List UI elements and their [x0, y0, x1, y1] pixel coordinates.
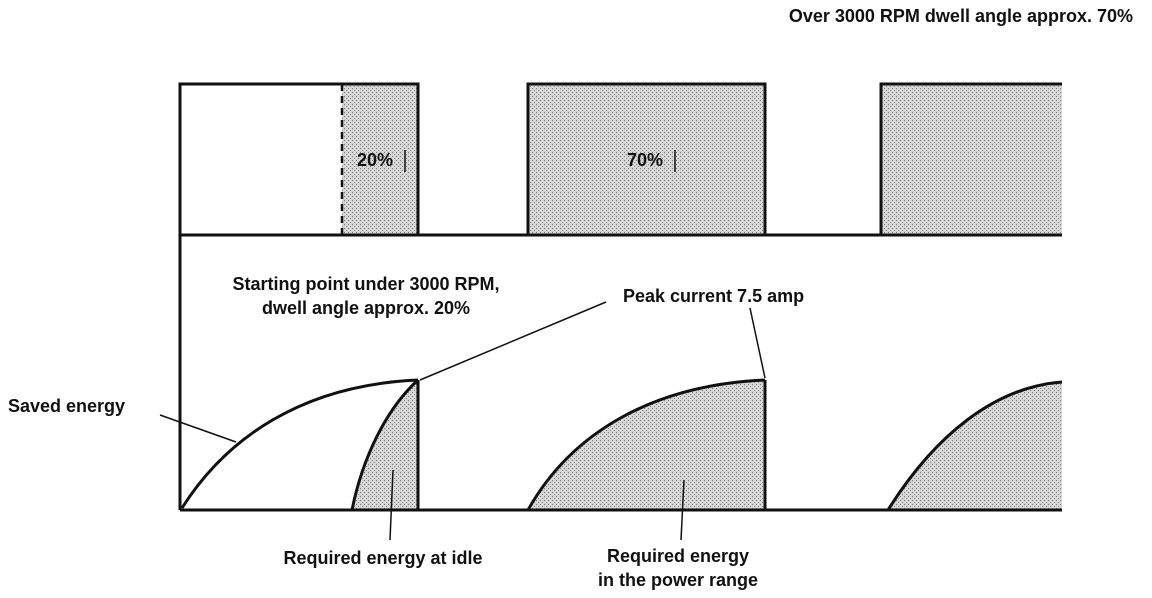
dwell-pulse-train: 20% 70% [178, 82, 1062, 237]
leader-peak-current-1 [419, 301, 607, 381]
leader-saved-energy [159, 414, 237, 443]
leader-peak-current-2 [749, 307, 766, 379]
pct-70-label: 70% [627, 150, 663, 170]
power-energy-area-1 [528, 380, 765, 510]
saved-energy-curve [180, 378, 419, 509]
leader-required-idle [389, 469, 394, 541]
starting-point-line1: Starting point under 3000 RPM, [232, 274, 499, 294]
dwell-block-70a [528, 84, 765, 235]
saved-energy-label: Saved energy [8, 396, 125, 416]
leader-lines [159, 301, 766, 541]
pct-20-label: 20% [357, 150, 393, 170]
title-over-3000: Over 3000 RPM dwell angle approx. 70% [789, 6, 1133, 26]
idle-energy-curve [350, 378, 420, 511]
required-power-line2: in the power range [598, 570, 758, 590]
required-power-line1: Required energy [607, 546, 749, 566]
power-curve-2 [886, 380, 1063, 511]
required-idle-label: Required energy at idle [283, 548, 482, 568]
idle-energy-area [352, 380, 418, 510]
peak-current-label: Peak current 7.5 amp [623, 286, 804, 306]
leader-required-power [680, 479, 685, 541]
starting-point-line2: dwell angle approx. 20% [262, 298, 470, 318]
power-energy-area-2 [888, 382, 1062, 510]
dwell-block-70b [881, 84, 1062, 235]
power-curve-1 [526, 378, 766, 511]
current-curves [178, 235, 1063, 512]
pulse-outline [178, 82, 1062, 237]
